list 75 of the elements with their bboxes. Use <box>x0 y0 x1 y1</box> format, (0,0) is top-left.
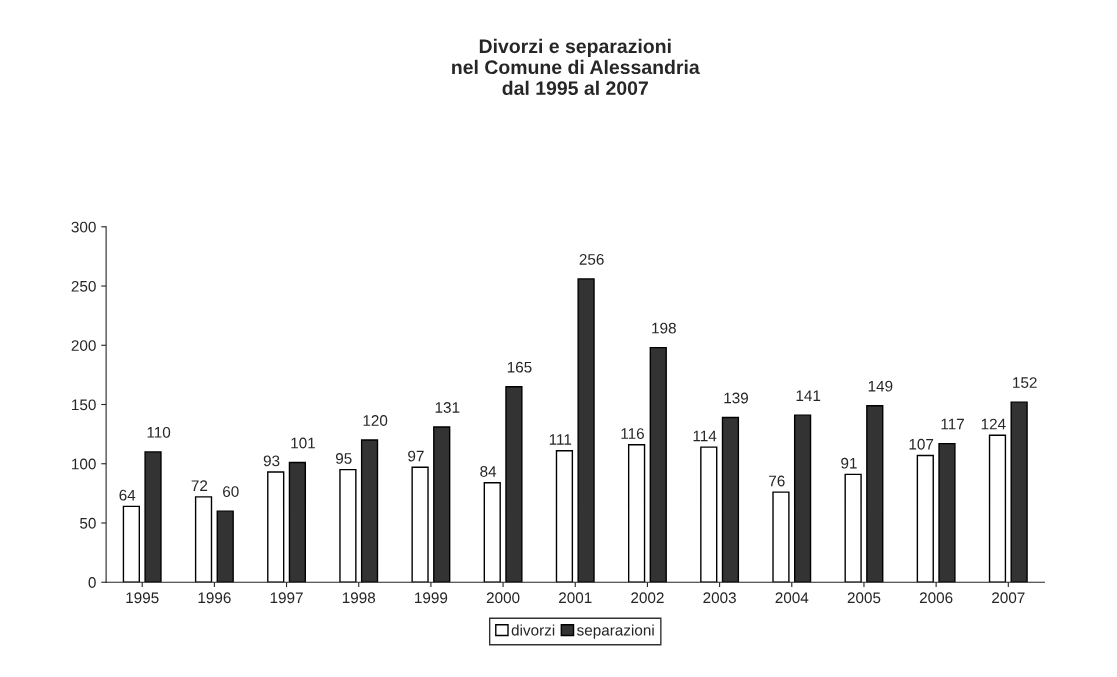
data-label: 76 <box>769 475 785 487</box>
chart-title: Divorzi e separazioni nel Comune di Alessandria dal 1995 al 2007 <box>452 38 700 96</box>
data-label: 101 <box>291 437 315 449</box>
data-label: 256 <box>579 253 604 265</box>
data-label: 107 <box>909 438 934 450</box>
data-label: 117 <box>941 418 964 430</box>
bar <box>288 461 307 583</box>
y-tick-label: 100 <box>72 458 96 470</box>
data-label: 120 <box>363 415 388 426</box>
data-label: 110 <box>147 426 171 438</box>
bar <box>988 434 1007 583</box>
x-tick-label: 1996 <box>198 592 231 604</box>
data-label: 114 <box>693 430 717 442</box>
x-tick-label: 2004 <box>775 592 809 604</box>
x-tick-label: 1997 <box>270 592 303 604</box>
data-label: 124 <box>981 418 1006 430</box>
data-label: 93 <box>263 455 280 467</box>
data-label: 131 <box>435 402 460 413</box>
x-tick-label: 2006 <box>919 592 953 604</box>
bar <box>483 482 501 583</box>
data-label: 84 <box>480 466 497 477</box>
bar <box>772 491 790 583</box>
bar <box>216 510 234 583</box>
x-tick-label: 1998 <box>342 592 376 604</box>
bar <box>866 404 884 583</box>
data-label: 152 <box>1013 377 1037 389</box>
legend-label: separazioni <box>577 624 654 639</box>
x-tick-label: 2001 <box>559 592 592 604</box>
x-tick-label: 2000 <box>486 592 520 604</box>
data-label: 149 <box>868 380 893 392</box>
data-label: 116 <box>621 428 644 439</box>
data-label: 95 <box>335 453 352 464</box>
bar <box>339 468 357 583</box>
y-tick-label: 300 <box>71 221 96 233</box>
x-tick-label: 2005 <box>847 592 881 604</box>
bar <box>938 442 956 583</box>
bar <box>411 466 429 583</box>
bar <box>793 414 812 583</box>
bar <box>721 416 740 583</box>
bar <box>433 426 451 583</box>
legend-label: divorzi <box>511 624 555 636</box>
y-tick-label: 150 <box>72 399 96 411</box>
bar <box>555 450 574 583</box>
data-label: 91 <box>841 457 857 469</box>
x-tick-label: 1999 <box>415 592 448 604</box>
y-tick-label: 50 <box>80 517 96 529</box>
bar <box>122 505 141 583</box>
bar <box>844 473 862 583</box>
bar <box>627 444 646 583</box>
x-tick-label: 2007 <box>992 592 1025 604</box>
bar <box>144 451 162 583</box>
y-tick-label: 0 <box>88 577 96 588</box>
data-label: 165 <box>507 361 532 373</box>
data-label: 97 <box>408 450 424 462</box>
y-tick-label: 250 <box>71 280 96 292</box>
bar <box>505 386 523 583</box>
bar <box>1010 401 1028 583</box>
data-label: 198 <box>652 322 676 334</box>
y-tick-label: 200 <box>71 340 96 351</box>
bar <box>194 496 213 583</box>
data-label: 72 <box>191 480 208 491</box>
x-tick-label: 2002 <box>631 592 664 604</box>
data-label: 139 <box>724 392 749 404</box>
bar <box>649 346 667 583</box>
x-tick-label: 2003 <box>703 592 736 604</box>
bar <box>267 471 285 583</box>
data-label: 111 <box>549 434 572 445</box>
data-label: 60 <box>223 486 239 497</box>
x-tick-label: 1995 <box>126 592 159 604</box>
bar <box>700 446 718 583</box>
data-label: 64 <box>119 489 136 501</box>
data-label: 141 <box>796 390 821 401</box>
bar <box>916 454 934 583</box>
bar <box>360 439 379 583</box>
bar <box>577 278 595 583</box>
